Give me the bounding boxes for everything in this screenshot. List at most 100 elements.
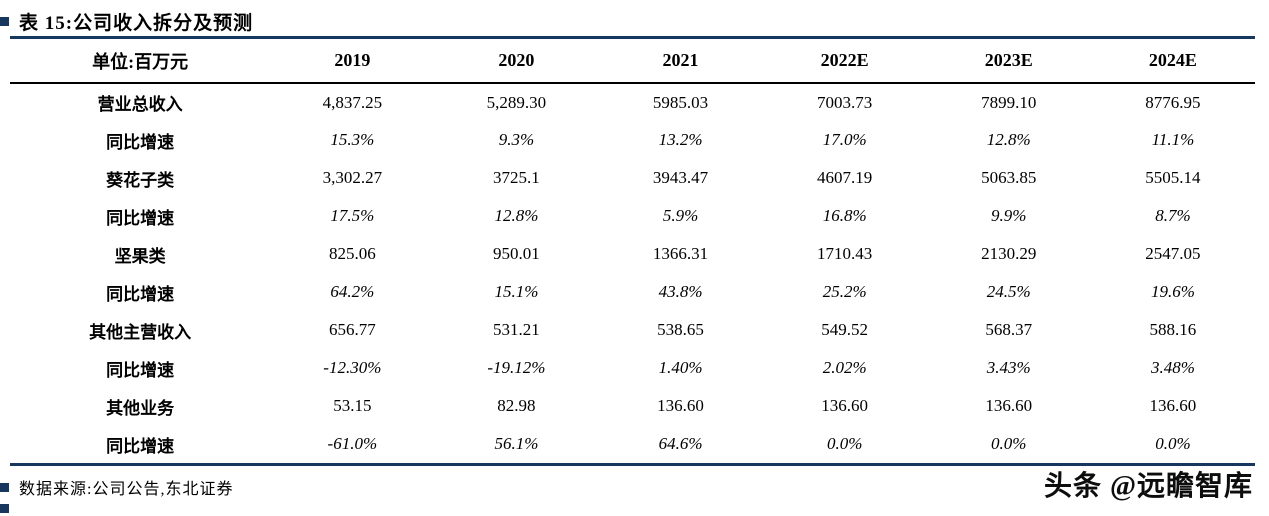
table-row-other-business-yoy: 同比增速 -61.0% 56.1% 64.6% 0.0% 0.0% 0.0% (10, 425, 1255, 463)
cell: 25.2% (822, 282, 867, 301)
data-source-text: 数据来源:公司公告,东北证券 (19, 481, 234, 498)
cell: 9.9% (991, 206, 1027, 225)
cell: 0.0% (826, 434, 863, 453)
cell: 5,289.30 (486, 92, 547, 112)
cell: 7003.73 (817, 92, 873, 112)
row-label: 坚果类 (114, 246, 166, 266)
cell: 656.77 (328, 320, 376, 339)
cell: 56.1% (494, 434, 539, 453)
table-top-rule (10, 36, 1255, 39)
table-row-nuts-yoy: 同比增速 64.2% 15.1% 43.8% 25.2% 24.5% 19.6% (10, 273, 1255, 311)
cell: 4607.19 (817, 168, 873, 187)
row-label: 同比增速 (106, 208, 175, 228)
cell: 5063.85 (981, 168, 1037, 187)
cell: 568.37 (985, 320, 1033, 339)
cell: 8776.95 (1145, 92, 1201, 112)
revenue-breakdown-table: 单位:百万元 2019 2020 2021 2022E 2023E 2024E … (10, 39, 1255, 463)
cell: 3.43% (986, 358, 1031, 377)
column-header-2024e: 2024E (1090, 39, 1255, 84)
row-label: 同比增速 (106, 360, 175, 380)
table-row-other-business: 其他业务 53.15 82.98 136.60 136.60 136.60 13… (10, 387, 1255, 425)
cell: 16.8% (822, 206, 867, 225)
row-label: 其他业务 (106, 398, 175, 418)
cell: 53.15 (333, 396, 372, 415)
watermark-text: 头条 @远瞻智库 (1043, 471, 1253, 502)
cell: 588.16 (1149, 320, 1197, 339)
cell: 5505.14 (1145, 168, 1201, 187)
cell: 531.21 (493, 320, 540, 339)
column-header-2020: 2020 (434, 39, 599, 84)
cell: 64.6% (658, 434, 703, 453)
footer-bullet-square-icon (0, 482, 9, 492)
cell: 549.52 (821, 320, 869, 339)
column-header-2023e: 2023E (926, 39, 1091, 84)
cell: 3.48% (1150, 358, 1195, 377)
column-header-2019: 2019 (270, 39, 435, 84)
cell: 136.60 (1149, 396, 1197, 415)
cell: 12.8% (986, 130, 1031, 149)
cell: 538.65 (657, 320, 704, 339)
cell: 4,837.25 (322, 92, 383, 112)
title-bullet-square-icon (0, 16, 9, 26)
cell: 825.06 (328, 244, 376, 263)
cell: -19.12% (487, 358, 546, 377)
cell: 13.2% (658, 130, 703, 149)
cell: 1710.43 (817, 244, 873, 263)
table-row-sunflower-seeds: 葵花子类 3,302.27 3725.1 3943.47 4607.19 506… (10, 159, 1255, 197)
table-title: 表 15:公司收入拆分及预测 (19, 12, 254, 34)
cell: 0.0% (991, 434, 1027, 453)
cell: 7899.10 (981, 92, 1037, 112)
cell: 24.5% (986, 282, 1031, 301)
cell: 8.7% (1155, 206, 1191, 225)
table-row-other-main-revenue-yoy: 同比增速 -12.30% -19.12% 1.40% 2.02% 3.43% 3… (10, 349, 1255, 387)
table-title-row: 表 15:公司收入拆分及预测 (0, 6, 1255, 36)
table-bottom-rule (10, 463, 1255, 466)
table-row-total-revenue: 营业总收入 4,837.25 5,289.30 5985.03 7003.73 … (10, 83, 1255, 121)
cell: 19.6% (1150, 282, 1195, 301)
data-source-row: 数据来源:公司公告,东北证券 (0, 475, 1255, 499)
row-label: 同比增速 (106, 436, 175, 456)
cell: -12.30% (323, 358, 382, 377)
cell: 82.98 (497, 396, 536, 415)
cell: 64.2% (330, 282, 375, 301)
table-row-other-main-revenue: 其他主营收入 656.77 531.21 538.65 549.52 568.3… (10, 311, 1255, 349)
cell: 2547.05 (1145, 244, 1201, 263)
cell: -61.0% (327, 434, 378, 453)
cell: 0.0% (1155, 434, 1191, 453)
cell: 2130.29 (981, 244, 1037, 263)
table-row-nuts: 坚果类 825.06 950.01 1366.31 1710.43 2130.2… (10, 235, 1255, 273)
cell: 136.60 (985, 396, 1033, 415)
cell: 11.1% (1151, 130, 1195, 149)
cell: 3725.1 (493, 168, 540, 187)
cell: 136.60 (821, 396, 869, 415)
table-row-total-revenue-yoy: 同比增速 15.3% 9.3% 13.2% 17.0% 12.8% 11.1% (10, 121, 1255, 159)
cell: 3943.47 (652, 168, 709, 187)
cell: 12.8% (494, 206, 539, 225)
corner-square-icon (0, 504, 9, 513)
table-header-row: 单位:百万元 2019 2020 2021 2022E 2023E 2024E (10, 39, 1255, 84)
cell: 2.02% (822, 358, 867, 377)
cell: 9.3% (498, 130, 535, 149)
cell: 15.1% (494, 282, 539, 301)
row-label: 同比增速 (106, 284, 175, 304)
cell: 1.40% (658, 358, 703, 377)
cell: 5985.03 (652, 92, 709, 112)
row-label: 葵花子类 (106, 170, 175, 190)
cell: 136.60 (657, 396, 704, 415)
cell: 950.01 (493, 244, 540, 263)
row-label: 营业总收入 (97, 95, 183, 114)
cell: 5.9% (662, 206, 699, 225)
cell: 3,302.27 (322, 168, 383, 187)
row-label: 其他主营收入 (89, 322, 192, 342)
row-label: 同比增速 (106, 132, 175, 152)
column-header-2021: 2021 (598, 39, 763, 84)
unit-header-cell: 单位:百万元 (10, 39, 271, 84)
cell: 17.0% (822, 130, 867, 149)
cell: 43.8% (658, 282, 703, 301)
table-row-sunflower-seeds-yoy: 同比增速 17.5% 12.8% 5.9% 16.8% 9.9% 8.7% (10, 197, 1255, 235)
column-header-2022e: 2022E (762, 39, 927, 84)
cell: 17.5% (330, 206, 375, 225)
cell: 15.3% (330, 130, 375, 149)
cell: 1366.31 (652, 244, 709, 263)
